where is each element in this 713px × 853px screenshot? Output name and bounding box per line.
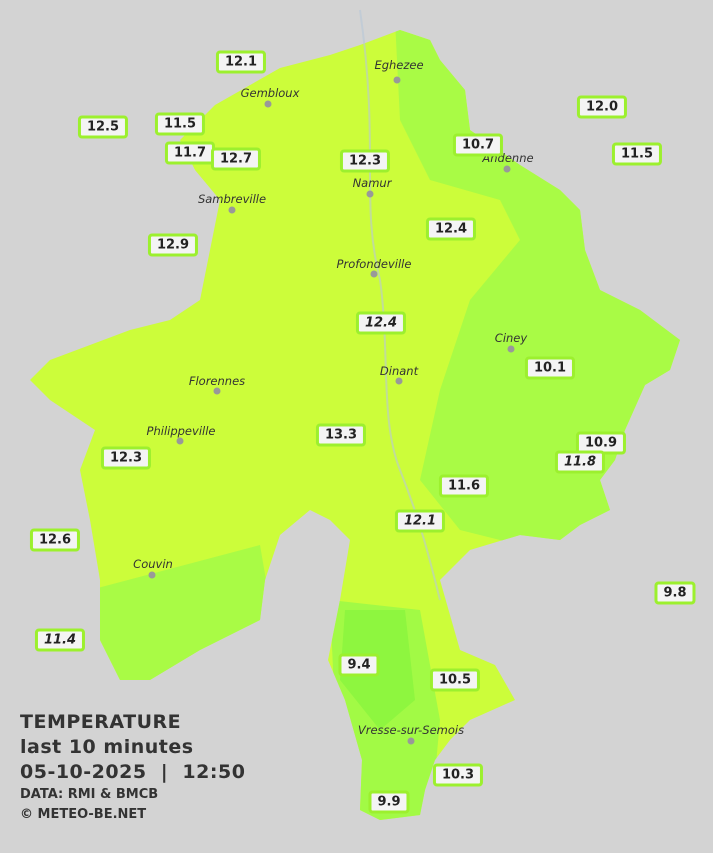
city-dot xyxy=(176,437,184,445)
city-dot xyxy=(228,206,236,214)
city-dot xyxy=(407,737,415,745)
station-temperature: 12.4 xyxy=(425,217,477,241)
station-temperature: 11.7 xyxy=(164,141,216,165)
city-dot xyxy=(370,270,378,278)
station-temperature: 12.3 xyxy=(100,446,152,470)
station-temperature: 11.5 xyxy=(611,142,663,166)
legend: TEMPERATURE last 10 minutes 05-10-2025 | 1… xyxy=(20,710,245,825)
station-temperature: 9.4 xyxy=(338,653,380,677)
station-temperature: 9.9 xyxy=(368,790,410,814)
city-dot xyxy=(507,345,515,353)
station-temperature: 12.4 xyxy=(355,311,407,335)
station-temperature: 12.6 xyxy=(29,528,81,552)
station-temperature: 12.1 xyxy=(215,50,267,74)
city-label: Namur xyxy=(352,176,392,190)
city-dot xyxy=(366,190,374,198)
station-temperature: 12.5 xyxy=(77,115,129,139)
city-label: Couvin xyxy=(133,557,173,571)
station-temperature: 11.8 xyxy=(554,450,606,474)
city-label: Profondeville xyxy=(336,257,412,271)
city-label: Philippeville xyxy=(146,424,216,438)
station-temperature: 9.8 xyxy=(654,581,696,605)
city-label: Florennes xyxy=(188,374,246,388)
station-temperature: 10.3 xyxy=(432,763,484,787)
station-temperature: 10.5 xyxy=(429,668,481,692)
station-temperature: 12.0 xyxy=(576,95,628,119)
station-temperature: 10.1 xyxy=(524,356,576,380)
city-label: Ciney xyxy=(494,331,528,345)
station-temperature: 10.7 xyxy=(452,133,504,157)
legend-source: DATA: RMI & BMCB xyxy=(20,787,159,802)
city-label: Dinant xyxy=(379,364,419,378)
station-temperature: 11.6 xyxy=(438,474,490,498)
station-temperature: 13.3 xyxy=(315,423,367,447)
station-temperature: 11.5 xyxy=(154,112,206,136)
city-dot xyxy=(393,76,401,84)
station-temperature: 12.9 xyxy=(147,233,199,257)
city-label: Vresse-sur-Semois xyxy=(357,723,465,737)
city-label: Sambreville xyxy=(197,192,267,206)
legend-title: TEMPERATURE xyxy=(20,711,182,733)
city-dot xyxy=(503,165,511,173)
station-temperature: 12.3 xyxy=(339,149,391,173)
city-label: Eghezee xyxy=(374,58,424,72)
city-label: Gembloux xyxy=(240,86,300,100)
station-temperature: 12.1 xyxy=(394,509,446,533)
station-temperature: 12.7 xyxy=(210,147,262,171)
legend-datetime: 05-10-2025 | 12:50 xyxy=(20,761,246,783)
legend-copyright: © METEO-BE.NET xyxy=(20,807,147,822)
city-dot xyxy=(264,100,272,108)
city-dot xyxy=(148,571,156,579)
city-dot xyxy=(213,387,221,395)
legend-subtitle: last 10 minutes xyxy=(20,736,194,758)
station-temperature: 11.4 xyxy=(34,628,86,652)
city-dot xyxy=(395,377,403,385)
